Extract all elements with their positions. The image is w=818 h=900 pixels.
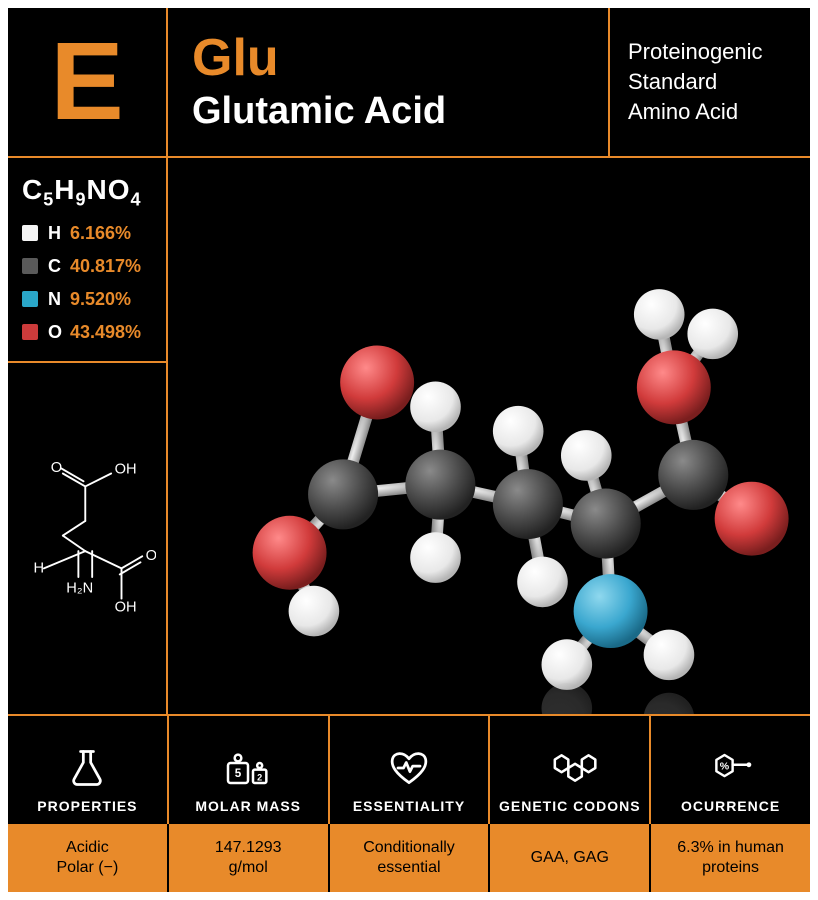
element-swatch [22,324,38,340]
atom-C [571,489,641,559]
property-value-line: g/mol [229,858,268,878]
atom-H [517,557,568,608]
property-value-line: Acidic [66,838,109,858]
atom-H [687,309,738,360]
element-percent: 40.817% [70,256,141,277]
classification-line: Amino Acid [628,97,792,127]
classification-line: Proteinogenic [628,37,792,67]
letter-box: E [8,8,168,158]
property-value-occurrence: 6.3% in humanproteins [651,824,810,892]
side-column: C5H9NO4 H6.166%C40.817%N9.520%O43.498% [8,158,168,714]
property-header-essentiality: ESSENTIALITY [330,716,491,824]
property-value-essentiality: Conditionallyessential [330,824,491,892]
element-swatch [22,225,38,241]
classification-box: Proteinogenic Standard Amino Acid [610,8,810,158]
full-name: Glutamic Acid [192,90,584,133]
atom-H [644,693,695,714]
element-percent: 43.498% [70,322,141,343]
property-label: GENETIC CODONS [499,798,641,814]
atom-H [410,382,461,433]
structural-formula-svg: O OH H O OH H₂N [18,439,156,637]
element-percent: 6.166% [70,223,131,244]
property-label: MOLAR MASS [195,798,301,814]
atom-C [493,469,563,539]
properties-icon-row: PROPERTIES52MOLAR MASSESSENTIALITYGENETI… [8,716,810,824]
atom-H [289,586,340,637]
property-value-genetic_codons: GAA, GAG [490,824,651,892]
property-value-line: 147.1293 [215,838,282,858]
element-swatch [22,291,38,307]
element-symbol: N [48,289,70,310]
composition-list: H6.166%C40.817%N9.520%O43.498% [22,223,154,343]
weights-icon: 52 [223,744,273,792]
element-symbol: C [48,256,70,277]
atom-label: OH [115,600,137,616]
three-letter-code: Glu [192,32,584,84]
atom-O [340,346,414,420]
property-label: ESSENTIALITY [353,798,465,814]
single-letter-code: E [50,27,123,137]
atom-H [542,683,593,714]
element-percent: 9.520% [70,289,131,310]
atom-H [410,532,461,583]
atom-C [405,450,475,520]
atom-H [644,630,695,681]
atom-H [561,430,612,481]
heart-icon [387,744,431,792]
property-header-occurrence: % OCURRENCE [651,716,810,824]
property-header-properties: PROPERTIES [8,716,169,824]
property-value-line: essential [377,858,440,878]
atom-label: O [146,548,156,564]
header-row: E Glu Glutamic Acid Proteinogenic Standa… [8,8,810,158]
structural-formula-box: O OH H O OH H₂N [8,363,168,714]
composition-row: C40.817% [22,256,154,277]
classification-line: Standard [628,67,792,97]
element-symbol: O [48,322,70,343]
hexpct-icon: % [705,744,757,792]
svg-text:2: 2 [257,773,262,783]
property-header-genetic_codons: GENETIC CODONS [490,716,651,824]
atom-O [253,516,327,590]
property-label: OCURRENCE [681,798,780,814]
composition-row: O43.498% [22,322,154,343]
atom-C [308,459,378,529]
property-value-molar_mass: 147.1293g/mol [169,824,330,892]
molecule-3d-svg [168,158,810,714]
atom-H [542,639,593,690]
svg-text:%: % [719,761,729,773]
element-symbol: H [48,223,70,244]
svg-text:5: 5 [235,767,242,780]
name-box: Glu Glutamic Acid [168,8,610,158]
property-label: PROPERTIES [37,798,137,814]
atom-O [637,350,711,424]
atom-O [715,482,789,556]
composition-box: C5H9NO4 H6.166%C40.817%N9.520%O43.498% [8,158,168,363]
property-value-properties: AcidicPolar (−) [8,824,169,892]
mid-row: C5H9NO4 H6.166%C40.817%N9.520%O43.498% [8,158,810,714]
flask-icon [65,744,109,792]
atom-N [574,574,648,648]
atom-label: O [51,460,62,476]
properties-section: PROPERTIES52MOLAR MASSESSENTIALITYGENETI… [8,714,810,892]
property-value-line: GAA, GAG [531,848,609,868]
property-value-line: proteins [702,858,759,878]
composition-row: H6.166% [22,223,154,244]
atom-label: H₂N [66,581,93,597]
atom-label: H [34,561,45,577]
atom-H [493,406,544,457]
properties-value-row: AcidicPolar (−)147.1293g/molConditionall… [8,824,810,892]
molecular-formula: C5H9NO4 [22,174,154,211]
property-value-line: 6.3% in human [677,838,784,858]
atom-H [634,289,685,340]
property-value-line: Conditionally [363,838,455,858]
molecule-3d-view [168,158,810,714]
element-swatch [22,258,38,274]
amino-acid-card: E Glu Glutamic Acid Proteinogenic Standa… [0,0,818,900]
composition-row: N9.520% [22,289,154,310]
property-value-line: Polar (−) [57,858,119,878]
atom-label: OH [115,462,137,478]
atom-C [658,440,728,510]
hexchain-icon [543,744,597,792]
property-header-molar_mass: 52MOLAR MASS [169,716,330,824]
